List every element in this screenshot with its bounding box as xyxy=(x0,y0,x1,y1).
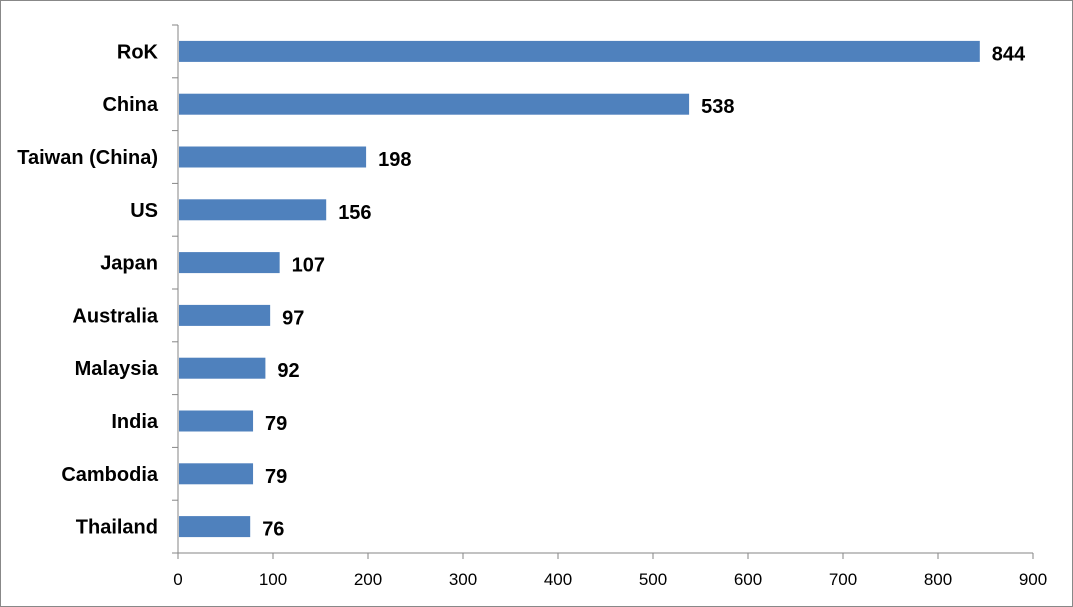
x-tick-label: 0 xyxy=(173,570,182,589)
x-tick-label: 100 xyxy=(259,570,287,589)
bar xyxy=(179,93,690,115)
category-label: RoK xyxy=(117,41,159,63)
category-label: US xyxy=(130,200,158,222)
category-label: Australia xyxy=(72,305,158,327)
category-label: Taiwan (China) xyxy=(17,147,158,169)
category-label: Cambodia xyxy=(61,464,159,486)
value-label: 844 xyxy=(992,43,1026,65)
category-label: Thailand xyxy=(76,517,158,539)
category-label: China xyxy=(102,94,158,116)
bar xyxy=(179,199,327,221)
bar xyxy=(179,463,254,485)
category-label: Japan xyxy=(100,253,158,275)
value-label: 92 xyxy=(277,360,299,382)
category-label: Malaysia xyxy=(75,358,159,380)
x-tick-label: 500 xyxy=(639,570,667,589)
x-tick-label: 600 xyxy=(734,570,762,589)
x-tick-label: 900 xyxy=(1019,570,1047,589)
bar xyxy=(179,304,271,326)
bar xyxy=(179,146,367,168)
value-label: 198 xyxy=(378,149,411,171)
bar xyxy=(179,40,980,62)
bar xyxy=(179,357,266,379)
x-tick-label: 200 xyxy=(354,570,382,589)
x-tick-label: 400 xyxy=(544,570,572,589)
bar xyxy=(179,516,251,538)
value-label: 76 xyxy=(262,519,284,541)
value-label: 79 xyxy=(265,413,287,435)
value-label: 156 xyxy=(338,202,371,224)
bars xyxy=(179,40,980,538)
value-label: 107 xyxy=(292,255,325,277)
axes xyxy=(172,24,1034,559)
category-label: India xyxy=(111,411,159,433)
category-labels: RoK China Taiwan (China) US Japan Australia Ma… xyxy=(17,41,159,538)
x-tick-labels: 0 100 200 300 400 500 600 700 800 900 xyxy=(173,570,1047,589)
x-tick-label: 700 xyxy=(829,570,857,589)
value-label: 79 xyxy=(265,466,287,488)
bar xyxy=(179,252,280,274)
x-tick-label: 800 xyxy=(924,570,952,589)
bar xyxy=(179,410,254,432)
x-tick-label: 300 xyxy=(449,570,477,589)
value-label: 97 xyxy=(282,307,304,329)
value-labels: 844 538 198 156 107 97 92 79 79 76 xyxy=(262,43,1026,540)
value-label: 538 xyxy=(701,96,734,118)
